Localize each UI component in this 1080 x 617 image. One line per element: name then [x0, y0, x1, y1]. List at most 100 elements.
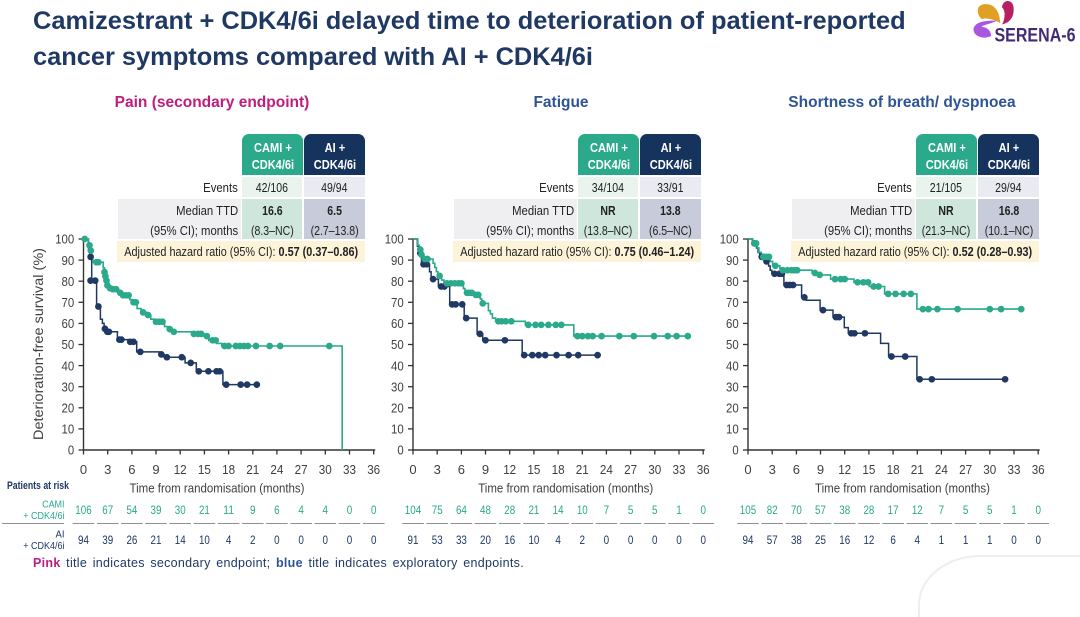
svg-text:3: 3: [769, 462, 776, 477]
svg-text:5: 5: [963, 505, 969, 517]
svg-text:12: 12: [912, 505, 923, 517]
svg-text:80: 80: [62, 274, 75, 289]
svg-text:40: 40: [391, 358, 404, 373]
svg-text:3: 3: [104, 462, 111, 477]
svg-text:53: 53: [432, 535, 443, 547]
svg-text:CAMI: CAMI: [42, 499, 64, 511]
svg-text:4: 4: [555, 535, 561, 547]
svg-text:6: 6: [890, 535, 896, 547]
svg-text:104: 104: [405, 505, 422, 517]
svg-text:+ CDK4/6i: + CDK4/6i: [23, 540, 64, 552]
svg-text:28: 28: [863, 505, 874, 517]
svg-text:100: 100: [720, 232, 739, 247]
svg-text:7: 7: [939, 505, 945, 517]
svg-text:0: 0: [732, 443, 738, 458]
svg-text:30: 30: [726, 379, 739, 394]
svg-text:27: 27: [295, 462, 308, 477]
svg-text:60: 60: [726, 316, 739, 331]
svg-text:0: 0: [371, 535, 377, 547]
svg-text:16: 16: [839, 535, 850, 547]
svg-text:21: 21: [199, 505, 210, 517]
svg-text:0: 0: [409, 462, 416, 477]
svg-text:+ CDK4/6i: + CDK4/6i: [23, 510, 64, 522]
svg-text:33: 33: [1008, 462, 1021, 477]
svg-text:0: 0: [347, 505, 353, 517]
svg-text:21: 21: [576, 462, 589, 477]
svg-text:80: 80: [391, 274, 404, 289]
svg-text:24: 24: [600, 462, 613, 477]
svg-text:4: 4: [226, 535, 232, 547]
svg-text:1: 1: [963, 535, 969, 547]
svg-text:5: 5: [628, 505, 634, 517]
svg-text:15: 15: [862, 462, 875, 477]
svg-text:0: 0: [347, 535, 353, 547]
svg-text:106: 106: [75, 505, 91, 517]
svg-text:30: 30: [391, 379, 404, 394]
svg-text:0: 0: [1035, 505, 1041, 517]
svg-text:30: 30: [648, 462, 661, 477]
svg-text:70: 70: [791, 505, 802, 517]
svg-text:30: 30: [983, 462, 996, 477]
svg-text:10: 10: [391, 422, 404, 437]
svg-text:4: 4: [298, 505, 304, 517]
svg-text:12: 12: [503, 462, 516, 477]
svg-text:0: 0: [628, 535, 634, 547]
svg-text:10: 10: [199, 535, 210, 547]
svg-text:33: 33: [343, 462, 356, 477]
svg-text:Deterioration-free survival (%: Deterioration-free survival (%): [31, 248, 47, 440]
svg-text:9: 9: [482, 462, 489, 477]
svg-text:15: 15: [198, 462, 211, 477]
svg-text:0: 0: [676, 535, 682, 547]
svg-text:36: 36: [1032, 462, 1045, 477]
svg-text:57: 57: [815, 505, 826, 517]
svg-text:0: 0: [604, 535, 610, 547]
svg-text:14: 14: [553, 505, 564, 517]
svg-text:36: 36: [697, 462, 710, 477]
svg-text:36: 36: [367, 462, 380, 477]
svg-text:9: 9: [817, 462, 824, 477]
svg-text:11: 11: [223, 505, 234, 517]
svg-text:54: 54: [126, 505, 137, 517]
svg-text:Time from randomisation (month: Time from randomisation (months): [815, 480, 990, 495]
svg-text:39: 39: [151, 505, 162, 517]
svg-text:21: 21: [528, 505, 539, 517]
svg-text:24: 24: [935, 462, 948, 477]
svg-text:26: 26: [126, 535, 137, 547]
svg-text:64: 64: [456, 505, 467, 517]
svg-text:18: 18: [552, 462, 565, 477]
svg-text:12: 12: [174, 462, 187, 477]
svg-text:2: 2: [250, 535, 256, 547]
svg-text:20: 20: [62, 401, 75, 416]
svg-text:33: 33: [673, 462, 686, 477]
svg-text:100: 100: [385, 232, 404, 247]
svg-text:18: 18: [887, 462, 900, 477]
svg-text:80: 80: [726, 274, 739, 289]
svg-text:Time from randomisation (month: Time from randomisation (months): [478, 480, 653, 495]
svg-text:100: 100: [55, 232, 74, 247]
svg-text:39: 39: [102, 535, 113, 547]
svg-text:0: 0: [397, 443, 403, 458]
svg-text:90: 90: [391, 253, 404, 268]
svg-text:30: 30: [175, 505, 186, 517]
svg-text:20: 20: [391, 401, 404, 416]
svg-text:4: 4: [323, 505, 329, 517]
svg-text:9: 9: [250, 505, 256, 517]
svg-text:Patients at risk: Patients at risk: [7, 480, 70, 492]
svg-text:57: 57: [767, 535, 778, 547]
svg-text:5: 5: [987, 505, 993, 517]
svg-text:82: 82: [767, 505, 778, 517]
svg-text:70: 70: [726, 295, 739, 310]
svg-text:0: 0: [323, 535, 329, 547]
svg-text:10: 10: [577, 505, 588, 517]
svg-text:30: 30: [319, 462, 332, 477]
svg-text:4: 4: [915, 535, 921, 547]
svg-text:10: 10: [726, 422, 739, 437]
svg-text:33: 33: [456, 535, 467, 547]
svg-text:AI: AI: [56, 529, 65, 541]
svg-text:38: 38: [839, 505, 850, 517]
svg-text:28: 28: [504, 505, 515, 517]
svg-text:0: 0: [652, 535, 658, 547]
svg-text:20: 20: [726, 401, 739, 416]
svg-text:2: 2: [580, 535, 586, 547]
svg-text:17: 17: [888, 505, 899, 517]
